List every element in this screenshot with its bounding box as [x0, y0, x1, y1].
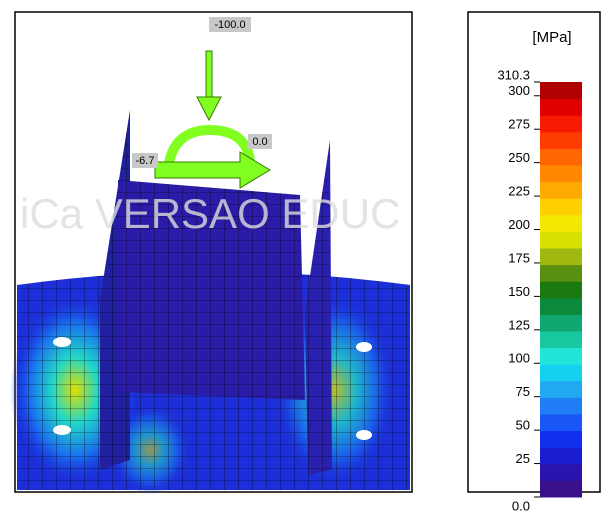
- tick-label: 300: [508, 83, 530, 98]
- bolt-hole: [53, 337, 71, 347]
- color-band: [540, 148, 582, 165]
- color-band: [540, 165, 582, 182]
- bolt-hole: [356, 430, 372, 440]
- color-band: [540, 314, 582, 331]
- tick-label: 200: [508, 217, 530, 232]
- color-band: [540, 414, 582, 431]
- color-band: [540, 348, 582, 365]
- tick-label: 225: [508, 184, 530, 199]
- load-label: 0.0: [252, 136, 267, 148]
- color-band: [540, 265, 582, 282]
- color-band: [540, 298, 582, 315]
- model-view: iCa VERSAO EDUC -100.0 -6.7 0.0: [10, 12, 412, 495]
- color-band: [540, 447, 582, 464]
- color-band: [540, 331, 582, 348]
- tick-label: 50: [516, 418, 530, 433]
- tick-label: 100: [508, 351, 530, 366]
- color-band: [540, 215, 582, 232]
- screen: iCa VERSAO EDUC -100.0 -6.7 0.0 [MPa] 0.…: [0, 0, 614, 525]
- tick-label: 275: [508, 117, 530, 132]
- load-label: -100.0: [214, 19, 245, 31]
- color-band: [540, 99, 582, 116]
- color-band: [540, 281, 582, 298]
- color-band: [540, 431, 582, 448]
- force-arrow: [206, 51, 212, 99]
- tick-label: 250: [508, 150, 530, 165]
- legend-panel: [MPa] 0.0 25 50 75 100 125 150 175 200 225 250 275 3…: [468, 12, 600, 513]
- page: {"model_view": {"load_labels": ["-100.0"…: [0, 0, 614, 525]
- tick-label: 75: [516, 384, 530, 399]
- color-band: [540, 182, 582, 199]
- tick-label: 125: [508, 317, 530, 332]
- tick-label: 0.0: [512, 498, 530, 513]
- color-band: [540, 381, 582, 398]
- color-band: [540, 231, 582, 248]
- legend-unit: [MPa]: [532, 29, 571, 46]
- color-band: [540, 198, 582, 215]
- bolt-hole: [356, 342, 372, 352]
- bolt-hole: [53, 425, 71, 435]
- color-band: [540, 132, 582, 149]
- color-band: [540, 480, 582, 497]
- color-band: [540, 397, 582, 414]
- color-band: [540, 82, 582, 99]
- color-band: [540, 248, 582, 265]
- color-band: [540, 464, 582, 481]
- tick-label: 150: [508, 284, 530, 299]
- tick-label: 310.3: [497, 67, 530, 82]
- load-label: -6.7: [136, 155, 155, 167]
- color-band: [540, 115, 582, 132]
- tick-label: 25: [516, 451, 530, 466]
- watermark: iCa VERSAO EDUC: [20, 190, 400, 237]
- tick-label: 175: [508, 250, 530, 265]
- color-band: [540, 364, 582, 381]
